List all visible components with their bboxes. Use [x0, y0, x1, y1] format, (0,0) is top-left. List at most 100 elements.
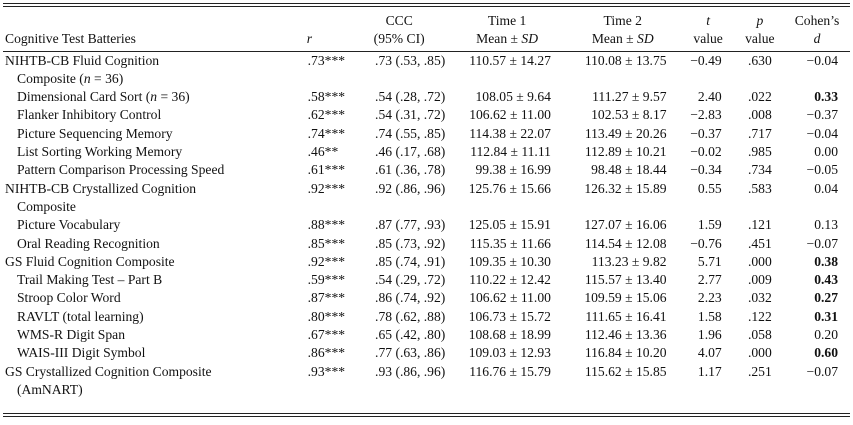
cell-time2: 112.46 ± 13.36 [584, 327, 667, 343]
table-row: NIHTB-CB Crystallized Cognition .92*** .92… [3, 180, 850, 198]
italic-n: n [83, 70, 91, 86]
cell-cohens-d [784, 381, 850, 399]
cell-p-value: .000 [747, 253, 772, 269]
cell-cohens-d [784, 70, 850, 88]
cell-time2: 111.65 ± 16.41 [585, 308, 667, 324]
cell-time1: 125.05 ± 15.91 [468, 217, 551, 233]
top-rule-2 [3, 6, 850, 7]
table-row: Picture Sequencing Memory .74*** .74 (.55,… [3, 125, 850, 143]
cell-ccc: .73 (.53, .85) [375, 52, 446, 68]
cell-r: .74*** [307, 125, 346, 141]
cell-time1: 108.05 ± 9.64 [475, 89, 551, 105]
col-header-d-line1: Cohen’s [794, 13, 840, 28]
col-header-cohens-d: Cohen’s d [784, 12, 850, 52]
cell-p-value: .009 [747, 272, 772, 288]
cell-time2: 113.23 ± 9.82 [591, 253, 667, 269]
table-row: GS Crystallized Cognition Composite .93**… [3, 363, 850, 381]
cell-cohens-d: −0.37 [806, 107, 838, 123]
italic-n: n [150, 89, 158, 105]
cell-time1: 106.73 ± 15.72 [468, 308, 551, 324]
cell-t-value [681, 381, 736, 399]
cell-battery: Flanker Inhibitory Control [17, 107, 162, 123]
results-table: Cognitive Test Batteries r CCC (95% CI) T… [3, 12, 850, 399]
header-row: Cognitive Test Batteries r CCC (95% CI) T… [3, 12, 850, 52]
table-row: (AmNART) [3, 381, 850, 399]
cell-p-value: .451 [747, 235, 772, 251]
cell-time2 [565, 198, 681, 216]
col-header-r-label: r [306, 31, 312, 47]
cell-p-value: .000 [747, 345, 772, 361]
cell-cohens-d: 0.60 [814, 345, 838, 361]
cell-battery: Dimensional Card Sort (n = 36) [17, 89, 190, 105]
cell-time2: 114.54 ± 12.08 [584, 235, 667, 251]
cell-time2: 115.62 ± 15.85 [584, 363, 667, 379]
cell-cohens-d: −0.05 [806, 162, 838, 178]
table-row: RAVLT (total learning) .80*** .78 (.62, .8… [3, 308, 850, 326]
cell-ccc: .65 (.42, .80) [375, 327, 446, 343]
cell-r: .58*** [307, 89, 346, 105]
col-header-d-line2: d [813, 31, 821, 47]
bottom-rule-2 [3, 416, 850, 417]
table-body: NIHTB-CB Fluid Cognition .73*** .73 (.53, … [3, 51, 850, 399]
col-header-time1: Time 1 Mean ± SD [449, 12, 565, 52]
cell-ccc: .85 (.74, .91) [375, 253, 446, 269]
cell-cohens-d: 0.04 [814, 180, 838, 196]
cell-time2: 113.49 ± 20.26 [584, 125, 667, 141]
table-row: List Sorting Working Memory .46** .46 (.17… [3, 143, 850, 161]
cell-time2 [565, 381, 681, 399]
cell-r: .93*** [307, 363, 346, 379]
cell-battery: List Sorting Working Memory [17, 144, 183, 160]
cell-time1: 106.62 ± 11.00 [469, 107, 551, 123]
cell-t-value: 1.58 [697, 308, 722, 324]
table-row: Oral Reading Recognition .85*** .85 (.73, … [3, 235, 850, 253]
cell-time1: 108.68 ± 18.99 [468, 327, 551, 343]
cell-time1: 110.22 ± 12.42 [469, 272, 551, 288]
cell-battery: RAVLT (total learning) [17, 308, 144, 324]
cell-p-value: .630 [747, 52, 772, 68]
cell-ccc: .77 (.63, .86) [375, 345, 446, 361]
cell-t-value: 5.71 [697, 253, 722, 269]
cell-battery: GS Fluid Cognition Composite [5, 253, 175, 269]
cell-t-value: 2.40 [697, 89, 722, 105]
cell-ccc: .78 (.62, .88) [375, 308, 446, 324]
cell-ccc: .74 (.55, .85) [375, 125, 446, 141]
cell-r [270, 198, 349, 216]
cell-ccc: .54 (.31, .72) [375, 107, 446, 123]
cell-ccc: .93 (.86, .96) [375, 363, 446, 379]
cell-ccc: .87 (.77, .93) [375, 217, 446, 233]
cell-time1: 99.38 ± 16.99 [475, 162, 551, 178]
cell-ccc [349, 198, 449, 216]
cell-t-value: 2.77 [697, 272, 722, 288]
cell-p-value: .022 [747, 89, 772, 105]
bottom-rule-1 [3, 413, 850, 414]
cell-r: .88*** [307, 217, 346, 233]
table-row: NIHTB-CB Fluid Cognition .73*** .73 (.53, … [3, 51, 850, 70]
cell-p-value: .058 [747, 327, 772, 343]
cell-ccc: .86 (.74, .92) [375, 290, 446, 306]
cell-ccc: .61 (.36, .78) [375, 162, 446, 178]
cell-r: .62*** [307, 107, 346, 123]
col-header-ccc: CCC (95% CI) [349, 12, 450, 52]
col-header-time1-line2: Mean ± SD [476, 31, 539, 47]
cell-r [270, 381, 349, 399]
col-header-t-line1: t [706, 13, 711, 28]
cell-p-value: .985 [747, 144, 772, 160]
cell-t-value: 4.07 [697, 345, 722, 361]
cell-t-value: 1.17 [697, 363, 722, 379]
col-header-t: t value [680, 12, 736, 52]
col-header-ccc-line2: (95% CI) [373, 31, 425, 47]
cell-t-value: −2.83 [690, 107, 722, 123]
cell-t-value: −0.37 [690, 125, 722, 141]
cell-cohens-d: 0.31 [814, 308, 838, 324]
cell-ccc [349, 70, 449, 88]
cell-time1: 109.03 ± 12.93 [468, 345, 551, 361]
cell-battery: Oral Reading Recognition [17, 235, 160, 251]
cell-p-value: .008 [747, 107, 772, 123]
cell-r: .85*** [307, 235, 346, 251]
cell-p-value: .121 [747, 217, 772, 233]
cell-battery: Picture Sequencing Memory [17, 125, 173, 141]
table-row: Composite [3, 198, 850, 216]
cell-battery: Stroop Color Word [17, 290, 121, 306]
cell-time2: 116.84 ± 10.20 [584, 345, 667, 361]
